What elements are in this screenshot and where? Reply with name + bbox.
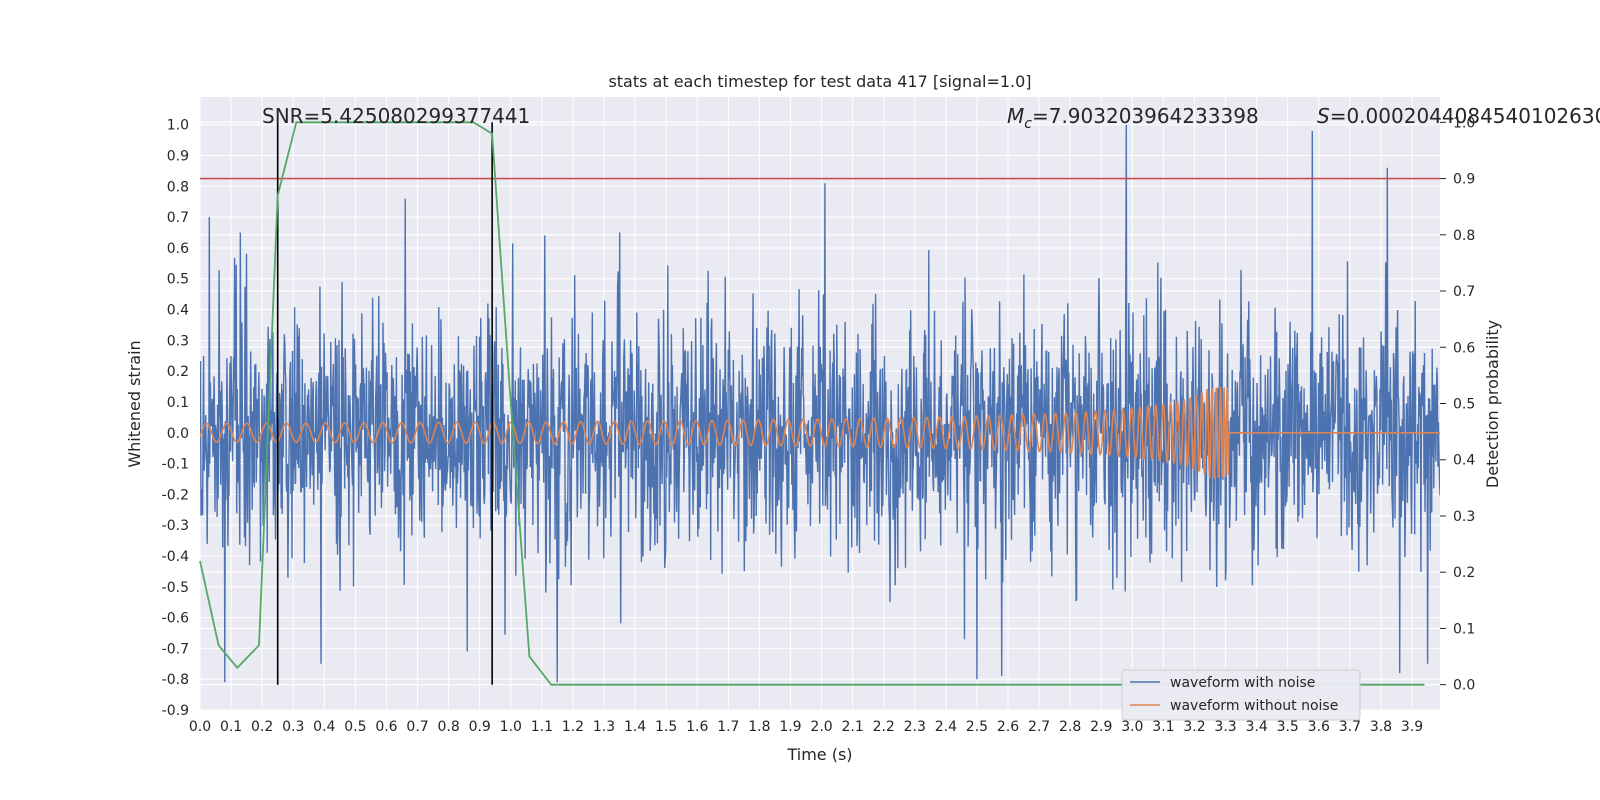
chirp-mass-annotation: Mc=7.903203964233398 [1007, 104, 1259, 132]
y-right-tick-label: 0.5 [1453, 397, 1475, 413]
y-left-tick-label: -0.7 [162, 641, 189, 657]
x-tick-label: 3.7 [1339, 719, 1361, 735]
y-right-tick-label: 0.9 [1453, 172, 1475, 188]
x-tick-label: 1.5 [655, 719, 677, 735]
y-right-tick-label: 0.0 [1453, 678, 1475, 694]
x-tick-label: 2.0 [810, 719, 832, 735]
y-right-tick-label: 1.0 [1453, 115, 1475, 131]
series-layer [200, 124, 1440, 683]
x-tick-label: 2.1 [841, 719, 863, 735]
series-waveform-with-noise [200, 124, 1440, 683]
chirp-mass-subscript: c [1024, 116, 1032, 132]
x-axis-label: Time (s) [786, 745, 852, 764]
y-left-tick-label: 0.6 [167, 241, 189, 257]
y-left-tick-label: 0.7 [167, 210, 189, 226]
legend-box [1121, 669, 1361, 721]
y-axis-right-label: Detection probability [1483, 320, 1502, 488]
y-right-tick-label: 0.1 [1453, 621, 1475, 637]
s-value: =0.00020440845401026309 [1330, 104, 1600, 128]
y-left-tick-label: -0.2 [162, 487, 189, 503]
axis-layer: 0.0 0.1 0.2 0.3 0.4 0.5 0.6 0.7 0.8 0.9 1.0 1.1 1.2 1… [162, 115, 1476, 735]
x-tick-label: 0.6 [375, 719, 397, 735]
x-tick-label: 2.3 [904, 719, 926, 735]
y-right-tick-label: 0.2 [1453, 565, 1475, 581]
series-waveform-without-noise [200, 386, 1440, 479]
x-tick-label: 1.7 [717, 719, 739, 735]
y-left-tick-label: -0.4 [162, 549, 189, 565]
x-tick-label: 0.5 [344, 719, 366, 735]
y-left-tick-label: 0.8 [167, 179, 189, 195]
x-tick-label: 2.9 [1090, 719, 1112, 735]
y-left-tick-label: -0.3 [162, 518, 189, 534]
x-tick-label: 1.6 [686, 719, 708, 735]
x-tick-label: 2.4 [935, 719, 957, 735]
overlay-layer [199, 121, 1440, 686]
x-tick-label: 0.2 [251, 719, 273, 735]
x-tick-label: 1.8 [748, 719, 770, 735]
x-tick-label: 2.7 [1028, 719, 1050, 735]
legend-label-noise: waveform with noise [1170, 675, 1315, 691]
x-tick-label: 0.8 [437, 719, 459, 735]
snr-annotation: SNR=5.425080299377441 [262, 104, 530, 128]
y-right-tick-label: 0.3 [1453, 509, 1475, 525]
chirp-mass-symbol: M [1007, 104, 1024, 128]
y-left-tick-label: 1.0 [167, 118, 189, 134]
y-left-tick-label: -0.5 [162, 580, 189, 596]
legend: waveform with noise waveform without noi… [1121, 669, 1361, 721]
y-left-tick-label: -0.9 [162, 703, 189, 719]
y-right-tick-label: 0.8 [1453, 228, 1475, 244]
legend-label-clean: waveform without noise [1170, 698, 1338, 714]
grid-lines [199, 97, 1440, 711]
x-tick-label: 3.1 [1152, 719, 1174, 735]
y-left-tick-label: -0.1 [162, 457, 189, 473]
y-axis-left-label: Whitened strain [125, 340, 144, 467]
x-tick-label: 1.9 [779, 719, 801, 735]
x-tick-label: 0.3 [282, 719, 304, 735]
y-right-tick-label: 0.7 [1453, 284, 1475, 300]
y-left-tick-label: -0.6 [162, 611, 189, 627]
x-tick-label: 3.8 [1370, 719, 1392, 735]
x-tick-label: 0.9 [469, 719, 491, 735]
x-tick-label: 2.5 [966, 719, 988, 735]
x-tick-label: 3.3 [1214, 719, 1236, 735]
y-left-tick-label: 0.2 [167, 364, 189, 380]
y-left-tick-label: 0.3 [167, 333, 189, 349]
chart-title: stats at each timestep for test data 417… [608, 72, 1031, 91]
x-tick-label: 0.1 [220, 719, 242, 735]
x-tick-label: 1.0 [500, 719, 522, 735]
x-tick-label: 3.5 [1277, 719, 1299, 735]
x-tick-label: 1.3 [593, 719, 615, 735]
x-tick-label: 2.8 [1059, 719, 1081, 735]
y-right-tick-label: 0.4 [1453, 453, 1475, 469]
y-left-tick-label: 0.0 [167, 426, 189, 442]
x-tick-label: 0.7 [406, 719, 428, 735]
x-tick-label: 1.1 [531, 719, 553, 735]
y-left-tick-label: 0.4 [167, 303, 189, 319]
chirp-mass-value: =7.903203964233398 [1032, 104, 1259, 128]
x-tick-label: 1.2 [562, 719, 584, 735]
x-tick-label: 3.2 [1183, 719, 1205, 735]
x-tick-label: 1.4 [624, 719, 646, 735]
s-symbol: S [1317, 104, 1330, 128]
x-tick-label: 3.0 [1121, 719, 1143, 735]
x-tick-label: 3.6 [1308, 719, 1330, 735]
y-right-tick-label: 0.6 [1453, 340, 1475, 356]
s-annotation: S=0.00020440845401026309 [1317, 104, 1600, 128]
x-tick-label: 2.6 [997, 719, 1019, 735]
x-tick-label: 0.4 [313, 719, 335, 735]
y-left-tick-label: 0.1 [167, 395, 189, 411]
y-left-tick-label: 0.5 [167, 272, 189, 288]
x-tick-label: 3.9 [1401, 719, 1423, 735]
y-left-tick-label: 0.9 [167, 149, 189, 165]
x-tick-label: 3.4 [1246, 719, 1268, 735]
x-tick-label: 2.2 [873, 719, 895, 735]
y-left-tick-label: -0.8 [162, 672, 189, 688]
x-tick-label: 0.0 [189, 719, 211, 735]
detection-probability-line [199, 121, 1425, 686]
